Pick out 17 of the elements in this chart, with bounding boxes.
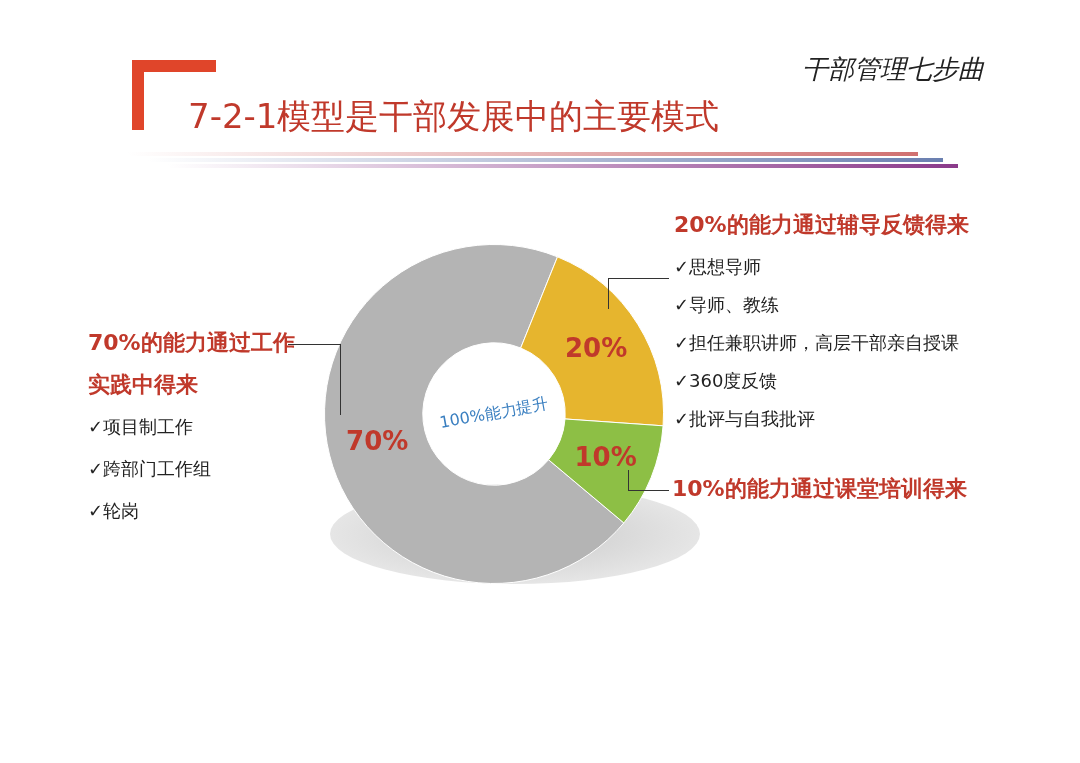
- text: ✓轮岗: [88, 499, 141, 523]
- text: ✓项目制工作: [88, 415, 195, 439]
- text: ✓担任兼职讲师，高层干部亲自授课: [674, 331, 961, 355]
- data-label: 20%: [564, 332, 628, 363]
- data-label: 70%: [346, 425, 409, 456]
- data-label: 10%: [574, 441, 637, 472]
- slice-label: 20%的能力通过辅导反馈得来: [674, 211, 970, 239]
- text: ✓思想导师: [674, 255, 763, 279]
- text: ✓导师、教练: [674, 293, 781, 317]
- text: ✓批评与自我批评: [674, 407, 817, 431]
- chart-title: 7-2-1模型是干部发展中的主要模式: [188, 95, 720, 138]
- text: 100%能力提升: [438, 393, 550, 432]
- chart-subtitle: 干部管理七步曲: [802, 53, 984, 86]
- text: ✓360度反馈: [674, 369, 779, 393]
- slice-label: 10%的能力通过课堂培训得来: [672, 475, 967, 503]
- slice-label: 70%的能力通过工作实践中得来: [88, 329, 296, 399]
- text: ✓跨部门工作组: [88, 457, 213, 481]
